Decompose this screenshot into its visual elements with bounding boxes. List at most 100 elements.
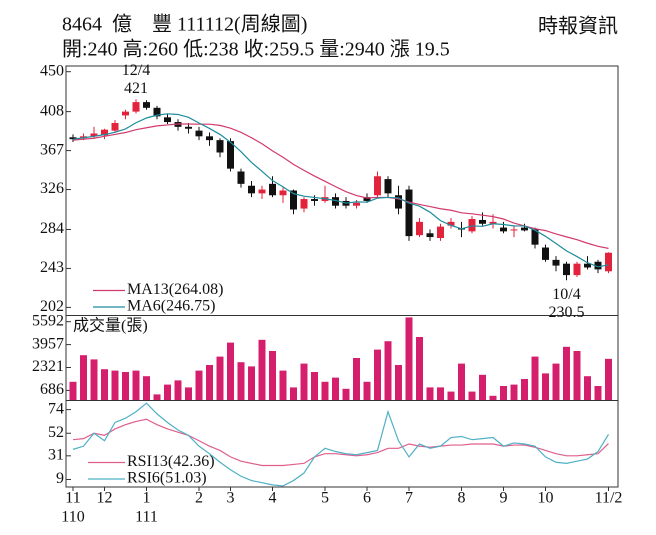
y-tick-label: 74: [48, 400, 64, 417]
volume-bar: [584, 376, 591, 400]
volume-bar: [90, 359, 98, 400]
volume-bar: [132, 370, 140, 400]
volume-bar: [69, 381, 77, 400]
volume-bar: [363, 381, 371, 400]
volume-bar: [384, 341, 392, 400]
volume-bar: [237, 362, 245, 400]
candle-body: [395, 195, 402, 209]
x-tick-label: 8: [458, 490, 466, 507]
volume-bar: [279, 370, 287, 400]
volume-bar: [405, 317, 413, 400]
candle-body: [269, 183, 276, 196]
y-tick-label: 450: [40, 62, 64, 79]
candle-body: [437, 226, 444, 239]
volume-bar: [164, 384, 171, 400]
legend-label: MA13(264.08): [127, 281, 223, 298]
candle-body: [290, 190, 297, 210]
annotation-value: 230.5: [549, 304, 585, 321]
volume-bar: [332, 377, 339, 400]
y-tick-label: 686: [40, 381, 64, 398]
x-tick-label: 4: [269, 490, 277, 507]
y-tick-label: 52: [48, 424, 64, 441]
candle-body: [521, 227, 528, 231]
candle-body: [248, 185, 255, 194]
candle-body: [363, 197, 371, 201]
volume-bar: [300, 363, 308, 400]
candle-body: [132, 102, 140, 112]
candle-body: [489, 221, 497, 224]
candle-body: [216, 140, 224, 153]
x-year-label: 110: [61, 509, 84, 526]
y-tick-label: 2321: [32, 358, 64, 375]
x-tick-label: 12: [97, 490, 113, 507]
candle-body: [374, 176, 381, 196]
series-line: [72, 418, 609, 467]
candle-body: [416, 221, 423, 236]
candle-body: [143, 102, 150, 108]
x-tick-label: 2: [195, 490, 203, 507]
volume-bar: [216, 356, 224, 400]
candle-body: [332, 197, 339, 206]
candle-body: [573, 263, 581, 276]
source: 時報資訊: [538, 15, 618, 38]
x-tick-label: 11/2: [595, 490, 623, 507]
volume-bar: [531, 356, 539, 400]
volume-bar: [510, 384, 518, 400]
volume-bar: [143, 376, 150, 400]
y-tick-label: 408: [40, 102, 64, 119]
series-line: [72, 113, 609, 268]
volume-bar: [311, 372, 318, 400]
volume-bar: [174, 380, 182, 400]
candle-body: [153, 107, 161, 117]
volume-bar: [447, 391, 455, 400]
volume-bar: [122, 372, 129, 400]
volume-bar: [290, 387, 297, 400]
candle-body: [300, 199, 308, 209]
candle-body: [111, 123, 119, 131]
x-year-label: 111: [135, 509, 158, 526]
candle-body: [552, 259, 560, 266]
candle-body: [311, 199, 318, 201]
panel-title: 成交量(張): [73, 317, 148, 335]
volume-bar: [248, 366, 255, 400]
volume-bar: [269, 351, 276, 400]
chart-title: 8464 億 豐 111112(周線圖): [62, 13, 307, 36]
volume-bar: [342, 388, 350, 400]
volume-bar: [479, 374, 486, 400]
candle-body: [531, 229, 539, 245]
candle-body: [605, 252, 612, 272]
candle-body: [584, 263, 591, 268]
volume-bar: [489, 395, 497, 400]
volume-bar: [437, 387, 444, 400]
volume-bar: [573, 351, 581, 400]
candle-body: [101, 129, 108, 136]
candle-body: [185, 126, 192, 129]
x-tick-label: 11: [65, 490, 80, 507]
x-tick-label: 1: [143, 490, 151, 507]
candle-body: [594, 261, 602, 270]
candle-body: [122, 111, 129, 116]
candle-body: [258, 189, 266, 194]
legend-label: RSI6(51.03): [127, 470, 207, 487]
x-tick-label: 5: [321, 490, 329, 507]
candle-body: [237, 171, 245, 184]
series-line: [72, 123, 609, 249]
plot-frame: [65, 65, 619, 488]
candle-body: [468, 219, 476, 232]
annotation-date: 12/4: [122, 62, 150, 79]
volume-bar: [542, 373, 549, 400]
candle-body: [500, 227, 507, 232]
volume-bar: [426, 387, 434, 400]
candle-body: [227, 141, 234, 169]
candle-body: [353, 202, 360, 206]
annotation-value: 421: [124, 80, 148, 97]
y-tick-label: 243: [40, 259, 64, 276]
y-tick-label: 326: [40, 180, 64, 197]
volume-bar: [227, 342, 234, 400]
x-tick-label: 7: [405, 490, 413, 507]
y-tick-label: 367: [40, 141, 64, 158]
candle-body: [195, 130, 203, 137]
candle-body: [164, 117, 171, 123]
y-tick-label: 284: [40, 220, 64, 237]
